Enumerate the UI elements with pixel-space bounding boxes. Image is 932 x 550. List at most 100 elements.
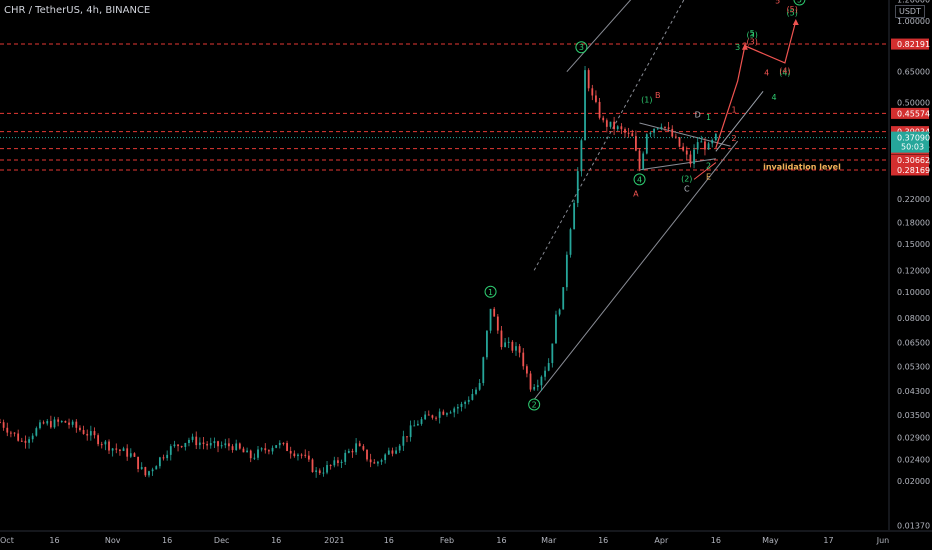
- candle-body: [231, 446, 234, 451]
- candle-body: [75, 421, 78, 428]
- time-axis[interactable]: Oct 16 Nov 16 Dec 16 2021 16 Feb 16 Mar 16 Apr 16 May 1…: [0, 530, 932, 545]
- candle-body: [547, 363, 550, 371]
- trendline: [693, 162, 717, 180]
- candle-body: [398, 445, 401, 451]
- candle-body: [206, 443, 209, 446]
- candle-body: [496, 316, 499, 331]
- price-badge[interactable]: [891, 154, 929, 166]
- x-tick-label: 16: [49, 536, 59, 545]
- candle-body: [689, 154, 692, 164]
- candle-body: [180, 446, 183, 448]
- candle-body: [522, 352, 525, 367]
- candle-body: [129, 453, 132, 457]
- price-badge[interactable]: [891, 164, 929, 176]
- trendline: [566, 0, 632, 72]
- candle-body: [613, 121, 616, 130]
- candle-body: [162, 457, 165, 459]
- x-tick-label: Mar: [541, 536, 557, 545]
- candle-body: [515, 346, 517, 351]
- candle-body: [104, 441, 107, 445]
- sub-wave-label: (4): [779, 68, 790, 77]
- chart-title: CHR / TetherUS, 4h, BINANCE: [4, 5, 151, 16]
- candle-body: [391, 450, 394, 454]
- last-price-badge[interactable]: [891, 131, 929, 153]
- price-badge[interactable]: [891, 38, 929, 50]
- candle-body: [2, 422, 5, 428]
- candle-body: [249, 450, 252, 459]
- x-tick-label: 2021: [324, 536, 344, 545]
- candle-body: [304, 454, 307, 456]
- sub-wave-label: (3): [747, 30, 758, 39]
- candle-body: [693, 149, 695, 164]
- wave-3-circle: [575, 41, 588, 54]
- candle-body: [678, 137, 681, 147]
- candle-body: [555, 314, 557, 344]
- price-badge[interactable]: [891, 126, 929, 138]
- candle-body: [238, 443, 241, 449]
- candle-body: [184, 443, 187, 447]
- candle-body: [533, 387, 536, 390]
- candle-body: [595, 95, 597, 102]
- candle-body: [53, 419, 56, 428]
- y-tick-label: 0.02000: [897, 477, 930, 486]
- wave-3-label: 3: [579, 43, 584, 52]
- candle-body: [580, 140, 583, 172]
- currency-badge[interactable]: USDT: [895, 5, 925, 18]
- candle-body: [17, 433, 20, 441]
- candle-body: [289, 450, 292, 454]
- candle-body: [217, 441, 219, 447]
- candle-body: [540, 376, 543, 386]
- candle-body: [529, 373, 532, 390]
- candle-body: [213, 441, 216, 444]
- wave-1-label: 1: [488, 288, 493, 297]
- candle-body: [562, 287, 565, 310]
- candle-body: [119, 449, 121, 451]
- candle-body: [438, 411, 441, 418]
- candle-body: [224, 443, 227, 446]
- candle-body: [111, 448, 114, 451]
- candle-body: [478, 383, 481, 390]
- candle-body: [68, 422, 70, 425]
- candle-body: [704, 141, 706, 150]
- sub-wave-label: A: [633, 189, 639, 198]
- wave-2-circle: [528, 398, 541, 411]
- candle-body: [60, 420, 63, 422]
- y-tick-label: 0.15000: [897, 240, 930, 249]
- x-tick-label: 16: [598, 536, 608, 545]
- candle-body: [71, 421, 74, 425]
- candle-body: [148, 471, 150, 476]
- candle-body: [293, 453, 296, 457]
- candle-body: [395, 450, 397, 454]
- candle-body: [373, 462, 376, 464]
- y-tick-label: 0.18000: [897, 219, 930, 228]
- candle-body: [347, 450, 350, 453]
- candle-body: [198, 442, 201, 446]
- candle-body: [42, 422, 45, 424]
- candle-body: [362, 446, 365, 450]
- candle-body: [369, 459, 372, 463]
- candle-body: [380, 460, 383, 462]
- candle-body: [420, 419, 423, 424]
- y-tick-label: 0.01370: [897, 521, 930, 530]
- candle-body: [569, 229, 572, 255]
- candle-body: [133, 453, 136, 457]
- candle-body: [169, 446, 172, 455]
- candle-body: [587, 70, 590, 89]
- price-axis[interactable]: 1.200001.000000.650000.500000.300000.220…: [888, 0, 930, 530]
- trendlines: [533, 0, 764, 400]
- y-tick-label: 0.06500: [897, 338, 930, 347]
- price-badge[interactable]: [891, 107, 929, 119]
- candle-body: [311, 459, 314, 473]
- candle-body: [565, 254, 568, 288]
- candle-body: [297, 454, 299, 457]
- candle-body: [584, 70, 586, 141]
- y-tick-label: 0.04300: [897, 387, 930, 396]
- candle-body: [467, 399, 470, 402]
- candle-body: [202, 442, 205, 444]
- candle-body: [627, 132, 630, 134]
- candle-body: [318, 470, 321, 474]
- candle-body: [344, 452, 347, 462]
